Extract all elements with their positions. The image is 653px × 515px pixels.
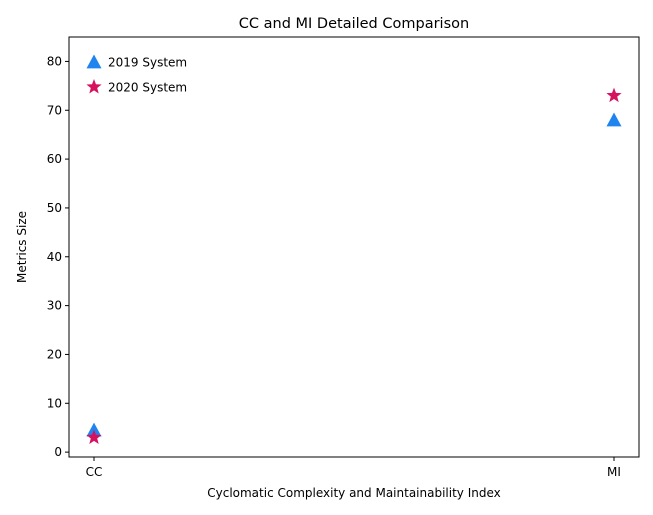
y-tick-label: 10	[47, 396, 62, 410]
legend-marker-triangle	[86, 54, 102, 69]
y-axis-label: Metrics Size	[15, 211, 29, 283]
chart-title: CC and MI Detailed Comparison	[239, 16, 469, 32]
y-axis: 0 10 20 30 40 50 60 70 80	[47, 54, 69, 459]
y-tick-label: 30	[47, 299, 62, 313]
data-markers	[86, 87, 622, 444]
plot-area	[68, 36, 640, 458]
y-tick-label: 70	[47, 103, 62, 117]
x-tick-label: CC	[86, 465, 103, 479]
data-point-triangle	[606, 112, 622, 127]
legend-label: 2019 System	[108, 56, 187, 70]
legend-marker-star	[86, 79, 102, 94]
data-point-star	[606, 87, 622, 103]
legend-label: 2020 System	[108, 81, 187, 95]
y-tick-label: 0	[54, 445, 62, 459]
y-tick-label: 80	[47, 54, 62, 68]
y-tick-label: 20	[47, 347, 62, 361]
data-point-star	[86, 429, 102, 444]
y-tick-label: 40	[47, 250, 62, 264]
x-tick-label: MI	[607, 465, 621, 479]
x-axis-label: Cyclomatic Complexity and Maintainabilit…	[207, 486, 501, 500]
y-tick-label: 50	[47, 201, 62, 215]
y-tick-label: 60	[47, 152, 62, 166]
legend: 2019 System 2020 System	[86, 54, 187, 95]
x-axis: CC MI	[86, 457, 621, 479]
